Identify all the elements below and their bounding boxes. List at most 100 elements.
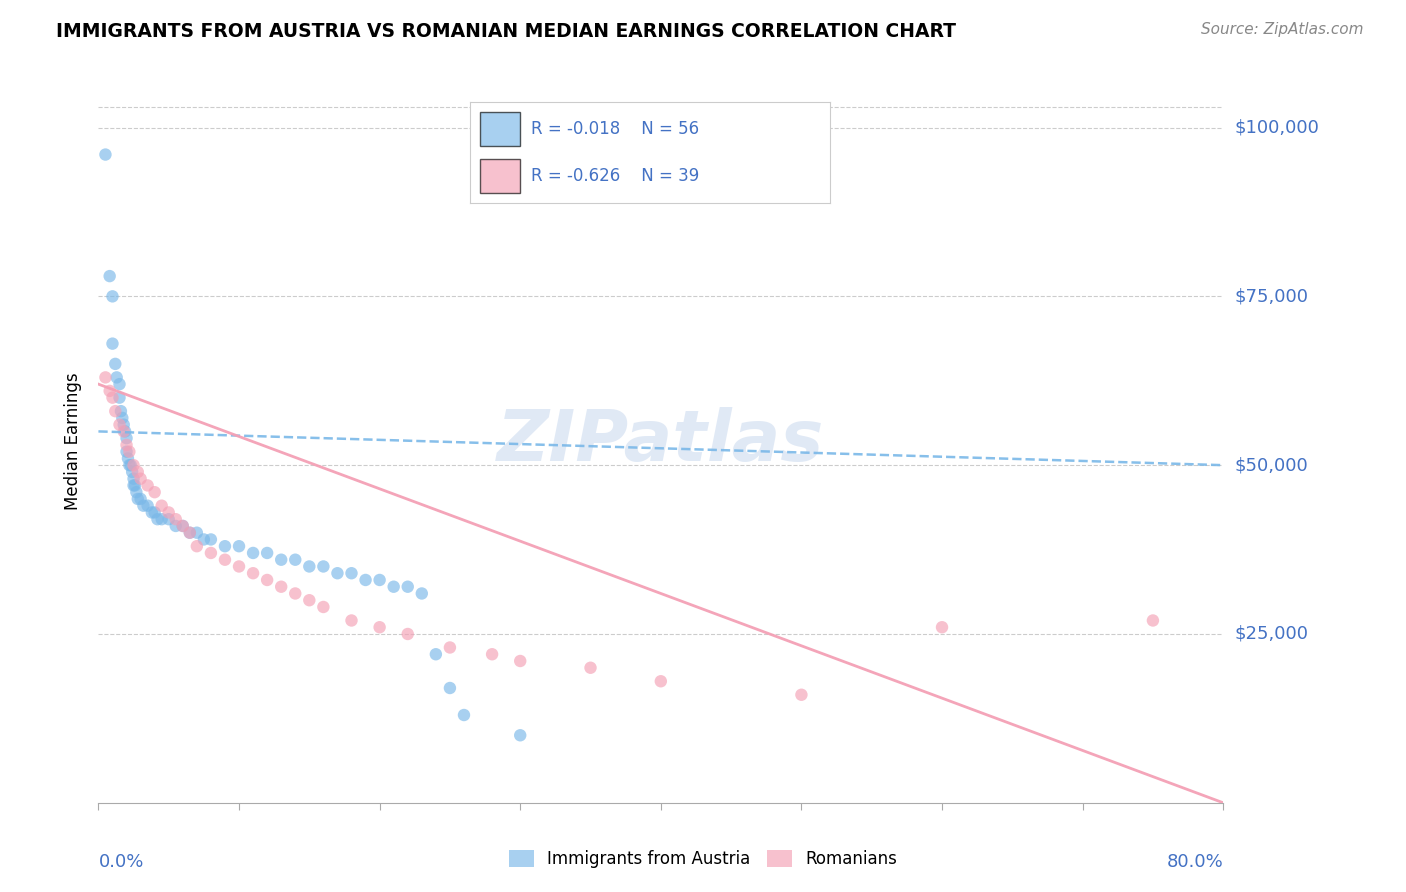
Text: Source: ZipAtlas.com: Source: ZipAtlas.com (1201, 22, 1364, 37)
Text: IMMIGRANTS FROM AUSTRIA VS ROMANIAN MEDIAN EARNINGS CORRELATION CHART: IMMIGRANTS FROM AUSTRIA VS ROMANIAN MEDI… (56, 22, 956, 41)
Point (157, 505, 180, 519)
Point (136, 499, 159, 513)
Point (121, 465, 143, 479)
Point (298, 559, 321, 574)
Point (101, 391, 124, 405)
Point (270, 580, 292, 594)
Text: 80.0%: 80.0% (1167, 854, 1223, 871)
Point (396, 627, 419, 641)
Point (122, 478, 145, 492)
Point (354, 573, 377, 587)
Point (396, 580, 419, 594)
Point (931, 620, 953, 634)
Point (200, 533, 222, 547)
Point (94, 370, 117, 384)
Point (193, 533, 215, 547)
Point (312, 599, 335, 614)
Point (200, 546, 222, 560)
Point (115, 438, 138, 452)
Point (118, 458, 141, 472)
Point (284, 552, 307, 566)
Point (114, 425, 136, 439)
Point (172, 519, 194, 533)
Point (150, 512, 173, 526)
Point (111, 411, 134, 425)
Point (143, 485, 166, 500)
Point (242, 566, 264, 581)
Point (101, 336, 124, 351)
Point (136, 478, 159, 492)
Point (129, 472, 152, 486)
Text: $75,000: $75,000 (1234, 287, 1309, 305)
Point (150, 499, 173, 513)
Point (132, 499, 155, 513)
Point (172, 519, 194, 533)
Point (214, 539, 236, 553)
Text: $50,000: $50,000 (1234, 456, 1308, 475)
Point (382, 580, 405, 594)
Y-axis label: Median Earnings: Median Earnings (65, 373, 83, 510)
Text: $25,000: $25,000 (1234, 625, 1309, 643)
Point (270, 552, 292, 566)
Point (284, 586, 307, 600)
Point (108, 377, 131, 392)
Point (112, 417, 135, 432)
Point (326, 566, 349, 581)
Point (411, 586, 433, 600)
Point (340, 566, 363, 581)
Point (115, 444, 138, 458)
Point (340, 614, 363, 628)
Point (98, 269, 121, 284)
Point (122, 458, 145, 472)
Point (256, 546, 278, 560)
Point (368, 620, 391, 634)
Point (108, 391, 131, 405)
Point (509, 654, 531, 668)
Point (165, 512, 187, 526)
Point (117, 451, 139, 466)
Point (105, 370, 128, 384)
Point (579, 661, 602, 675)
Point (186, 539, 208, 553)
Point (179, 525, 201, 540)
Point (104, 404, 127, 418)
Point (120, 458, 142, 472)
Point (165, 519, 187, 533)
Point (228, 559, 250, 574)
Point (104, 357, 127, 371)
Point (228, 539, 250, 553)
Point (101, 289, 124, 303)
Point (108, 417, 131, 432)
Text: ZIPatlas: ZIPatlas (498, 407, 824, 476)
Point (98, 384, 121, 398)
Text: $100,000: $100,000 (1234, 119, 1319, 136)
Point (186, 525, 208, 540)
Point (110, 404, 132, 418)
Point (1142, 614, 1164, 628)
Point (439, 640, 461, 655)
Text: 0.0%: 0.0% (98, 854, 143, 871)
Point (122, 472, 145, 486)
Point (214, 552, 236, 566)
Legend: Immigrants from Austria, Romanians: Immigrants from Austria, Romanians (502, 843, 904, 875)
Point (157, 512, 180, 526)
Point (129, 491, 152, 506)
Point (179, 525, 201, 540)
Point (118, 444, 141, 458)
Point (146, 512, 169, 526)
Point (439, 681, 461, 695)
Point (141, 505, 163, 519)
Point (481, 647, 503, 661)
Point (650, 674, 672, 689)
Point (94, 147, 117, 161)
Point (115, 431, 138, 445)
Point (298, 593, 321, 607)
Point (124, 478, 146, 492)
Point (312, 559, 335, 574)
Point (509, 728, 531, 742)
Point (125, 485, 148, 500)
Point (127, 465, 149, 479)
Point (143, 505, 166, 519)
Point (368, 573, 391, 587)
Point (127, 491, 149, 506)
